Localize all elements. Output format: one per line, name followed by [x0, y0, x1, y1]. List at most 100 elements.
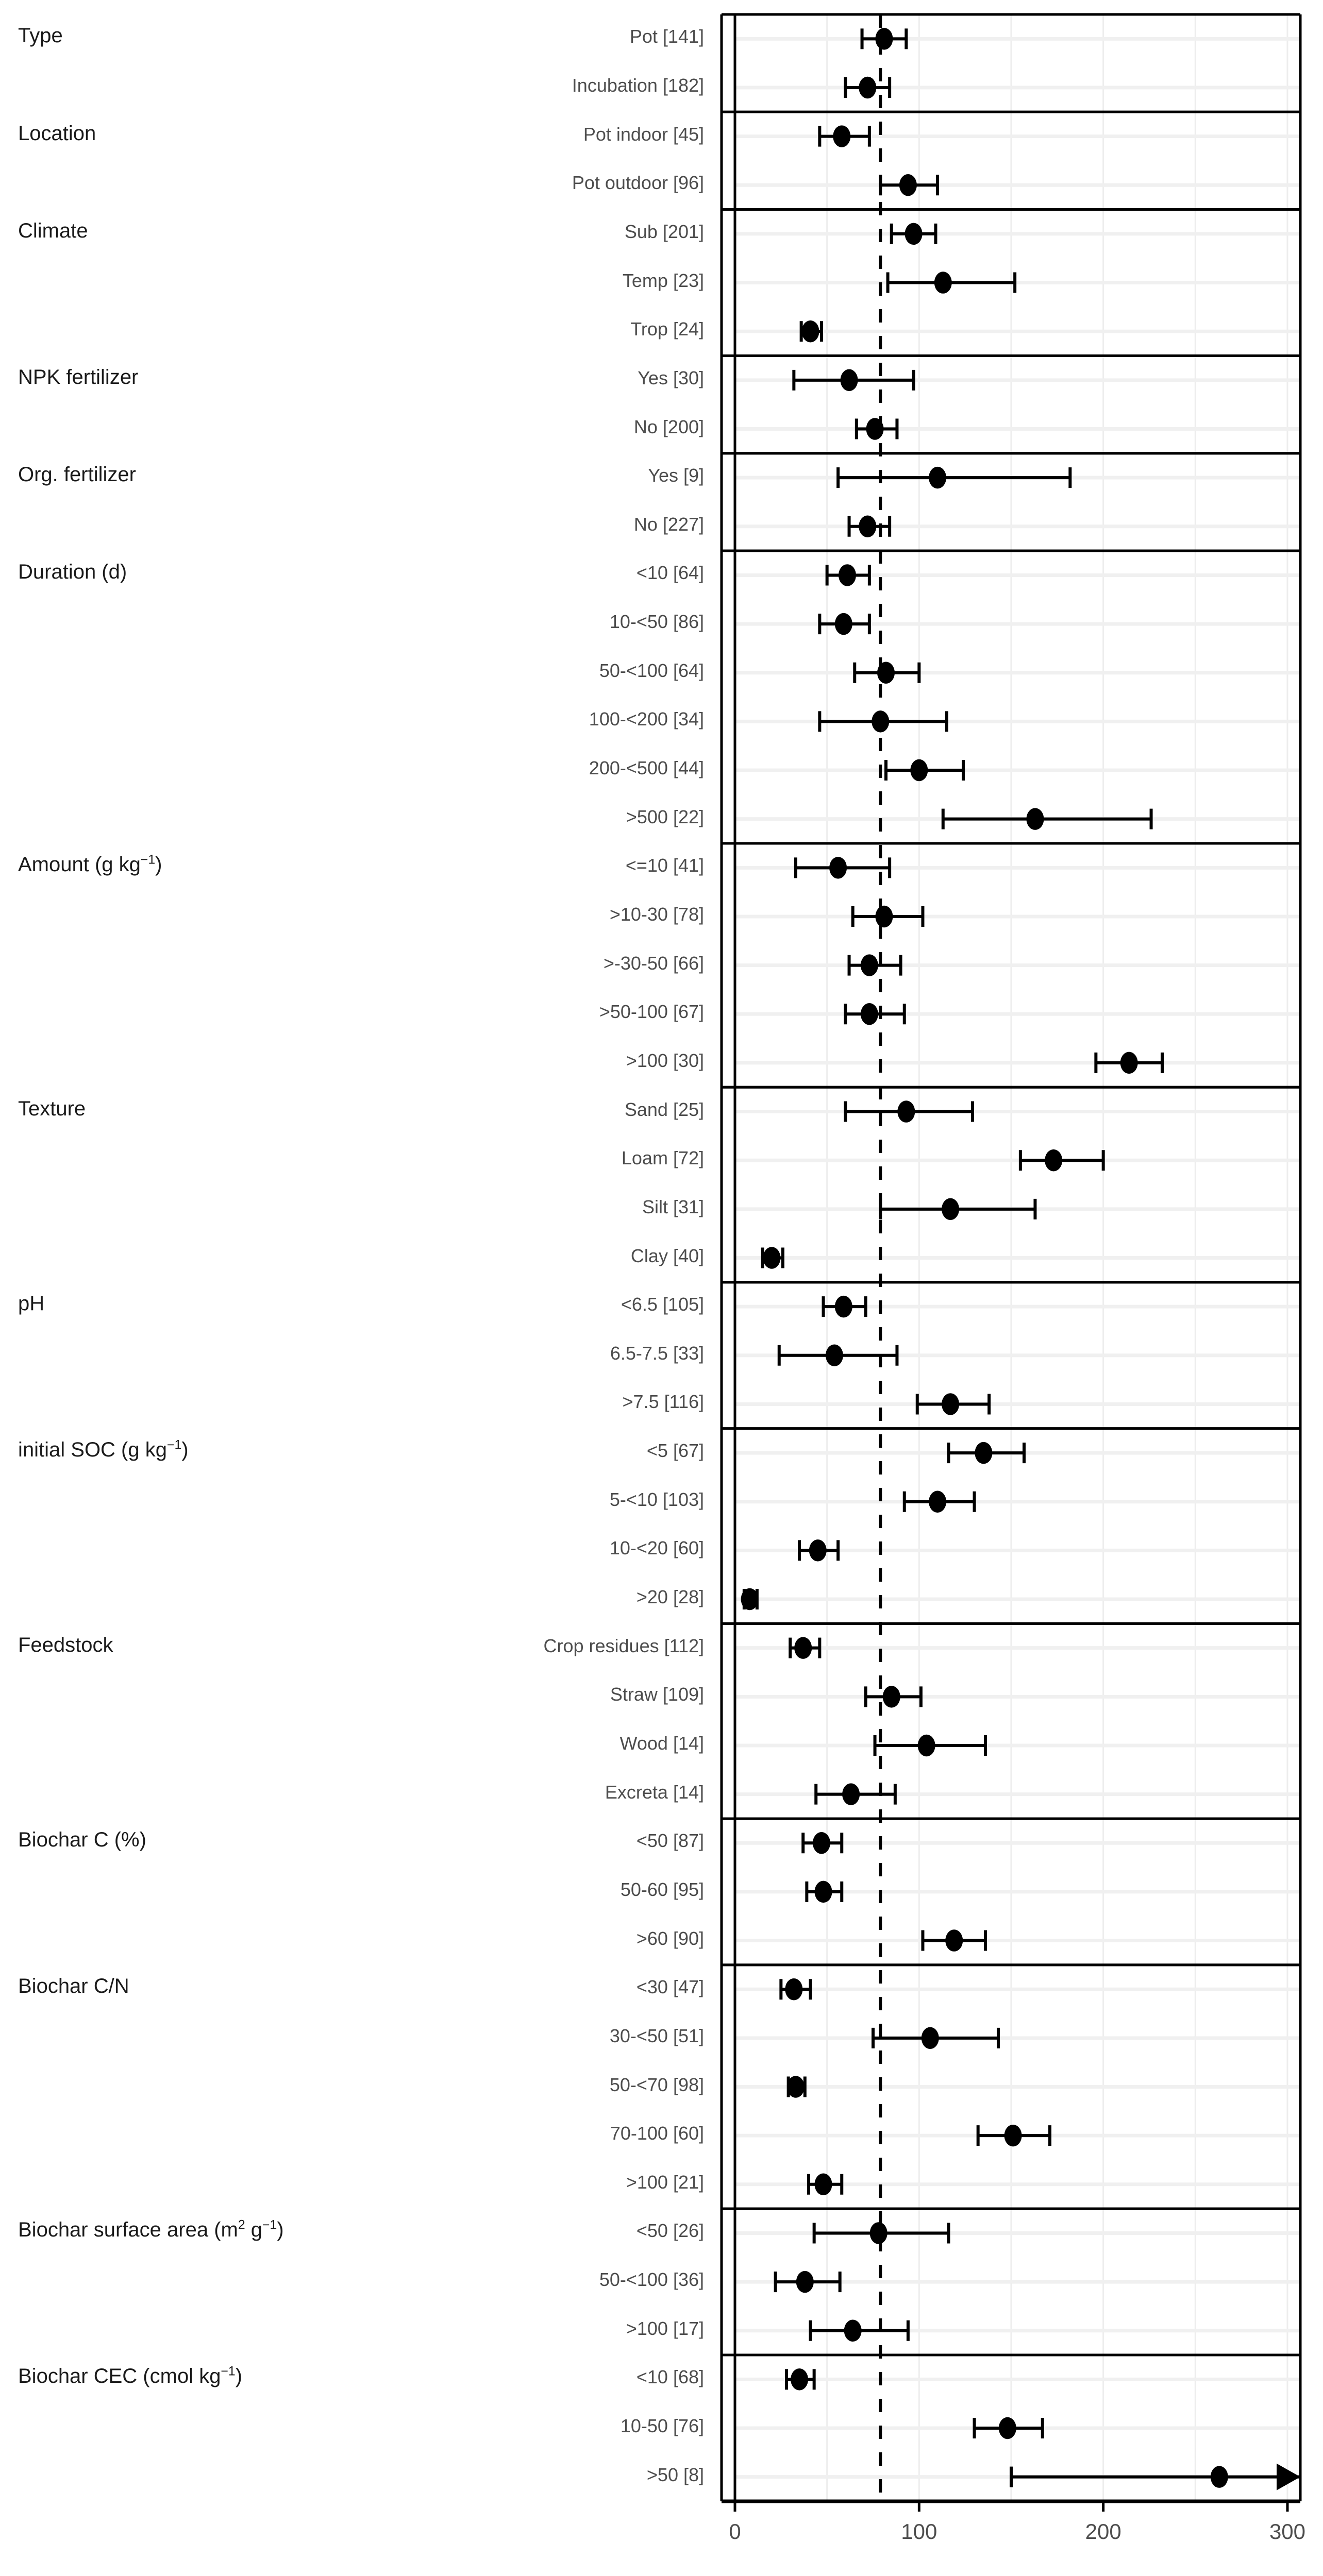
forest-row-marker — [847, 515, 892, 538]
forest-row-marker — [879, 174, 940, 196]
row-label: Trop [24] — [630, 318, 704, 340]
x-tick-label-200: 200 — [1085, 2519, 1121, 2544]
forest-row-marker — [761, 1247, 784, 1269]
row-label: Silt [31] — [642, 1196, 704, 1217]
group-label-org-fertilizer: Org. fertilizer — [18, 463, 136, 486]
row-label: 10-<20 [60] — [609, 1537, 704, 1559]
row-label: >60 [90] — [636, 1927, 704, 1949]
forest-row-marker — [774, 2270, 842, 2293]
row-label: Temp [23] — [622, 269, 704, 291]
row-label: <10 [64] — [636, 562, 704, 584]
row-label: >100 [30] — [626, 1049, 704, 1071]
group-label-texture: Texture — [18, 1097, 86, 1120]
forest-row-marker — [851, 905, 925, 928]
forest-row-marker — [789, 1637, 822, 1659]
forest-row-marker — [879, 1198, 1037, 1221]
row-label: >10-30 [78] — [609, 903, 704, 925]
group-label-climate: Climate — [18, 219, 88, 242]
group-label-location: Location — [18, 122, 96, 145]
row-label: Crop residues [112] — [543, 1635, 704, 1656]
row-label: >50-100 [67] — [599, 1001, 704, 1023]
row-label: Loam [72] — [621, 1147, 704, 1169]
row-label: 10-50 [76] — [620, 2415, 704, 2437]
forest-row-marker — [818, 613, 871, 635]
forest-row-marker — [941, 808, 1153, 830]
row-label: 100-<200 [34] — [589, 708, 704, 730]
forest-row-marker — [801, 1832, 844, 1854]
row-label: Yes [30] — [638, 367, 704, 388]
group-label-feedstock: Feedstock — [18, 1633, 113, 1656]
forest-row-marker — [847, 954, 902, 976]
forest-row-marker — [1018, 1149, 1105, 1172]
row-label: 30-<50 [51] — [609, 2025, 704, 2046]
forest-row-marker — [864, 1686, 923, 1708]
forest-row-marker — [1094, 1052, 1164, 1074]
row-label: Incubation [182] — [572, 74, 704, 96]
forest-row-marker — [799, 320, 823, 343]
row-label: No [200] — [633, 416, 704, 437]
forest-row-marker — [825, 564, 871, 586]
x-tick-label-100: 100 — [901, 2519, 937, 2544]
group-label-amount-g-kg-1: Amount (g kg−1) — [18, 853, 162, 876]
forest-row-marker — [818, 125, 871, 147]
group-label-type: Type — [18, 24, 63, 47]
row-label: <6.5 [105] — [621, 1294, 704, 1315]
row-label: Excreta [14] — [605, 1781, 704, 1803]
group-label-ph: pH — [18, 1292, 45, 1315]
row-label: 50-<100 [36] — [599, 2269, 704, 2291]
group-label-npk-fertilizer: NPK fertilizer — [18, 365, 139, 388]
row-label: >7.5 [116] — [622, 1391, 704, 1413]
forest-row-marker — [921, 1929, 987, 1952]
forest-row-marker — [860, 28, 908, 50]
x-tick-label-0: 0 — [729, 2519, 741, 2544]
forest-row-marker — [890, 223, 937, 245]
row-label: <50 [87] — [636, 1830, 704, 1852]
forest-row-marker — [809, 2319, 910, 2342]
forest-row-marker — [779, 1978, 812, 2001]
forest-row-marker — [814, 1783, 897, 1805]
row-label: Pot outdoor [96] — [572, 172, 704, 194]
row-label: 50-<70 [98] — [609, 2074, 704, 2095]
row-label: 10-<50 [86] — [609, 611, 704, 633]
forest-row-marker — [853, 662, 921, 684]
group-label-biochar-c: Biochar C (%) — [18, 1828, 146, 1852]
row-label: >100 [21] — [626, 2171, 704, 2193]
row-label: >20 [28] — [636, 1586, 704, 1608]
row-label: >-30-50 [66] — [603, 952, 704, 974]
row-label: Straw [109] — [610, 1684, 704, 1705]
forest-row-marker — [805, 1880, 844, 1903]
row-label: 200-<500 [44] — [589, 757, 704, 779]
row-label: <50 [26] — [636, 2220, 704, 2242]
forest-row-marker — [786, 2076, 807, 2098]
row-label: >50 [8] — [646, 2464, 704, 2485]
x-tick-label-300: 300 — [1269, 2519, 1306, 2544]
forest-row-marker — [915, 1393, 991, 1415]
forest-row-marker — [973, 2417, 1044, 2439]
row-label: <30 [47] — [636, 1976, 704, 1998]
row-label: 50-<100 [64] — [599, 659, 704, 681]
row-label: Pot indoor [45] — [583, 123, 704, 145]
row-label: <=10 [41] — [625, 855, 704, 876]
row-label: 5-<10 [103] — [609, 1488, 704, 1510]
row-label: Clay [40] — [630, 1245, 704, 1266]
forest-row-marker — [798, 1539, 840, 1562]
forest-row-marker — [871, 2027, 1000, 2049]
forest-row-marker — [822, 1295, 867, 1318]
forest-row-marker — [818, 710, 948, 733]
row-label: 6.5-7.5 [33] — [610, 1342, 704, 1364]
row-label: Sand [25] — [624, 1098, 704, 1120]
forest-row-marker — [836, 466, 1072, 489]
forest-row-marker — [807, 2173, 844, 2196]
row-label: 70-100 [60] — [610, 2123, 704, 2144]
row-label: 50-60 [95] — [620, 1878, 704, 1900]
row-label: >100 [17] — [626, 2317, 704, 2339]
forest-row-marker — [844, 1003, 906, 1025]
forest-row-marker — [884, 759, 965, 782]
forest-row-marker — [794, 857, 892, 879]
forest-row-marker — [812, 2222, 950, 2244]
row-label: >500 [22] — [626, 806, 704, 827]
row-label: Sub [201] — [624, 221, 704, 242]
row-label: Yes [9] — [648, 465, 704, 486]
